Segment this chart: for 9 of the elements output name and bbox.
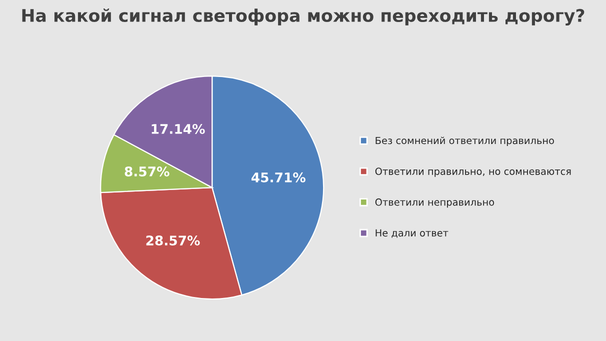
data-label: 17.14% bbox=[152, 124, 205, 134]
legend-label: Ответили неправильно bbox=[375, 198, 494, 208]
legend-label: Ответили правильно, но сомневаются bbox=[375, 168, 571, 177]
legend-label: Без сомнений ответили правильно bbox=[376, 136, 554, 146]
legend-label: Не дали ответ bbox=[376, 229, 448, 238]
data-label: 45.71% bbox=[252, 172, 306, 182]
data-label: 8.57% bbox=[124, 166, 170, 176]
chart-title: На какой сигнал светофора можно переходить дорогу? bbox=[22, 8, 584, 26]
data-label: 28.57% bbox=[146, 236, 200, 246]
